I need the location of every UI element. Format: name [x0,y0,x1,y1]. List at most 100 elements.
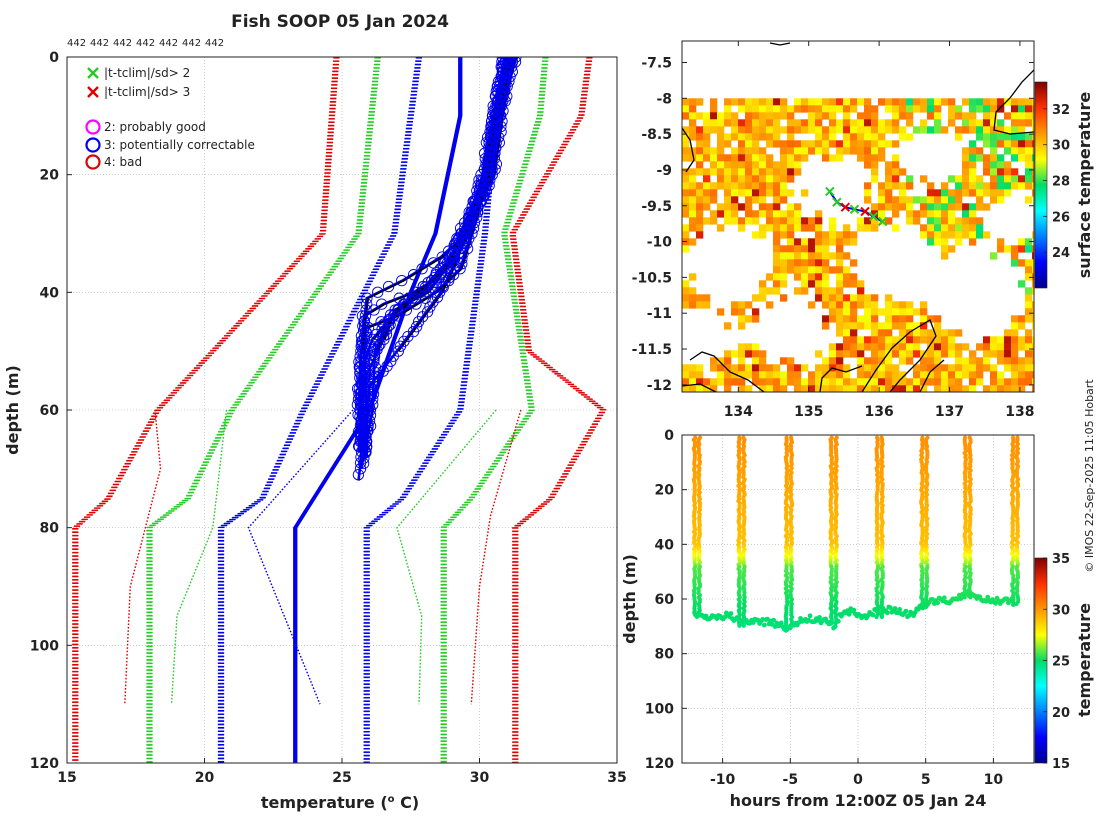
sst-cell [927,329,935,337]
sst-cell [997,336,1005,344]
sst-cell [969,126,977,134]
sst-cell [843,336,851,344]
colorbar-tick-label: 15 [1052,757,1070,772]
sst-cell [724,378,732,386]
sst-cell [885,357,893,365]
sst-cell [1025,266,1033,274]
sst-cell [857,315,865,323]
sst-cell [682,287,690,295]
sst-cell [864,119,872,127]
sst-cell [976,154,984,162]
sst-cell [1025,245,1033,253]
sst-cell [1011,343,1019,351]
qc-flag-marker [477,179,490,192]
sst-cell [948,224,956,232]
sst-cell [752,196,760,204]
sst-cell [808,301,816,309]
sst-cell [1018,336,1026,344]
sst-cell [1025,371,1033,379]
sst-cell [703,140,711,148]
sst-cell [710,119,718,127]
sst-cell [815,371,823,379]
sst-cell [794,371,802,379]
sst-cell [934,385,942,392]
sst-cell [1032,350,1034,358]
sst-cell [801,189,809,197]
sst-cell [941,364,949,372]
sst-cell [829,217,837,225]
tow-point [771,617,776,623]
sst-cell [990,343,998,351]
sst-cell [731,371,739,379]
sst-cell [948,175,956,183]
sst-cell [780,231,788,239]
sst-cell [906,343,914,351]
sst-cell [731,350,739,358]
sst-cell [773,378,781,386]
sst-cell [1011,175,1019,183]
sst-cell [857,287,865,295]
sst-cell [703,154,711,162]
legend-x-marker [87,67,99,79]
sst-cell [1011,112,1019,120]
sst-cell [1025,98,1033,106]
sst-cell [808,140,816,148]
sst-cell [815,294,823,302]
sst-cell [969,210,977,218]
sst-cell [773,252,781,260]
qc-flag-marker [352,469,365,481]
sst-cell [976,231,984,239]
sst-cell [794,154,802,162]
sst-cell [808,112,816,120]
sst-cell [997,98,1005,106]
sst-cell [969,140,977,148]
sst-cell [752,378,760,386]
sst-cell [752,154,760,162]
sst-cell [997,371,1005,379]
sst-cell [955,364,963,372]
sst-cell [829,357,837,365]
sst-cell [717,147,725,155]
legend-label: |t-tclim|/sd> 3 [104,85,190,99]
sst-cell [836,266,844,274]
sst-cell [759,189,767,197]
sst-cell [990,252,998,260]
sst-cell [934,336,942,344]
sst-cell [850,378,858,386]
sst-cell [913,385,921,392]
sst-cell [1032,147,1034,155]
sst-cell [934,357,942,365]
sst-cell [780,224,788,232]
track-flag-marker [840,202,851,212]
time-y-tick-label: 20 [655,483,675,499]
qc-flag-marker [477,185,489,197]
qc-flag-marker [361,327,373,340]
sst-cell [843,371,851,379]
sst-cell [794,273,802,281]
envelope-line [365,57,502,763]
sst-cell [990,371,998,379]
sst-cell [766,98,774,106]
sst-cell [724,133,732,141]
sst-cell [724,154,732,162]
sst-cell [1032,161,1034,169]
sst-cell [787,378,795,386]
sst-cell [759,126,767,134]
qc-flag-marker [382,280,395,293]
tow-point [887,605,893,610]
sst-cell [920,119,928,127]
qc-flag-marker [367,399,379,411]
sst-cell [801,287,809,295]
tow-point [903,608,909,614]
sst-cell [724,140,732,148]
sst-cell [717,154,725,162]
sst-cell [1011,154,1019,162]
sst-cell [1011,315,1019,323]
sst-cell [899,322,907,330]
sst-cell [1018,133,1026,141]
sst-cell [997,154,1005,162]
sst-cell [836,357,844,365]
sst-cell [934,105,942,113]
sst-cell [759,385,767,392]
